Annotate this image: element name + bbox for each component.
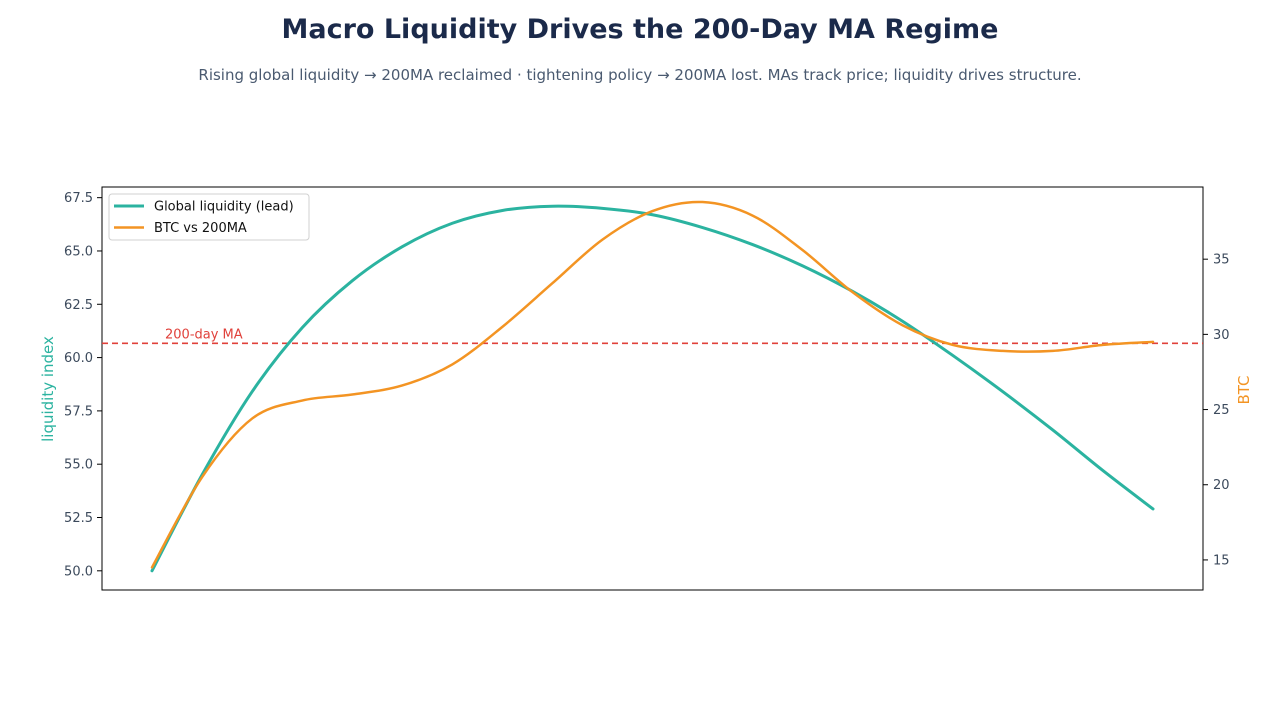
plot-area-border bbox=[101, 186, 1204, 591]
left-tick-label: 60.0 bbox=[64, 351, 93, 366]
left-tick-label: 55.0 bbox=[64, 458, 93, 473]
legend-entry-btc-label: BTC vs 200MA bbox=[154, 221, 247, 236]
right-axis-ticks: 15 20 25 30 35 bbox=[1203, 253, 1230, 568]
right-axis-label: BTC bbox=[1235, 375, 1253, 404]
right-tick-label: 30 bbox=[1213, 328, 1230, 343]
right-tick-label: 25 bbox=[1213, 403, 1230, 418]
reference-line-group: 200-day MA bbox=[102, 327, 1203, 345]
left-tick-label: 67.5 bbox=[64, 191, 93, 206]
ma-200-label: 200-day MA bbox=[165, 327, 243, 342]
chart-title: Macro Liquidity Drives the 200-Day MA Re… bbox=[281, 14, 999, 45]
series-group bbox=[150, 200, 1155, 573]
left-axis-ticks: 50.0 52.5 55.0 57.5 60.0 62.5 65.0 67.5 bbox=[64, 191, 102, 579]
left-tick-label: 50.0 bbox=[64, 564, 93, 579]
left-tick-label: 65.0 bbox=[64, 244, 93, 259]
chart-subtitle: Rising global liquidity → 200MA reclaime… bbox=[198, 66, 1082, 84]
left-tick-label: 62.5 bbox=[64, 298, 93, 313]
left-axis-label: liquidity index bbox=[39, 336, 57, 442]
right-tick-label: 15 bbox=[1213, 553, 1230, 568]
legend-box bbox=[108, 193, 310, 241]
plot-frame bbox=[101, 186, 1204, 591]
liquidity-series-line bbox=[150, 204, 1155, 573]
btc-series-line bbox=[150, 200, 1155, 569]
legend-entry-liquidity-label: Global liquidity (lead) bbox=[154, 200, 294, 215]
left-tick-label: 52.5 bbox=[64, 511, 93, 526]
right-tick-label: 20 bbox=[1213, 478, 1230, 493]
right-tick-label: 35 bbox=[1213, 253, 1230, 268]
left-tick-label: 57.5 bbox=[64, 404, 93, 419]
legend: Global liquidity (lead) BTC vs 200MA bbox=[108, 193, 310, 241]
